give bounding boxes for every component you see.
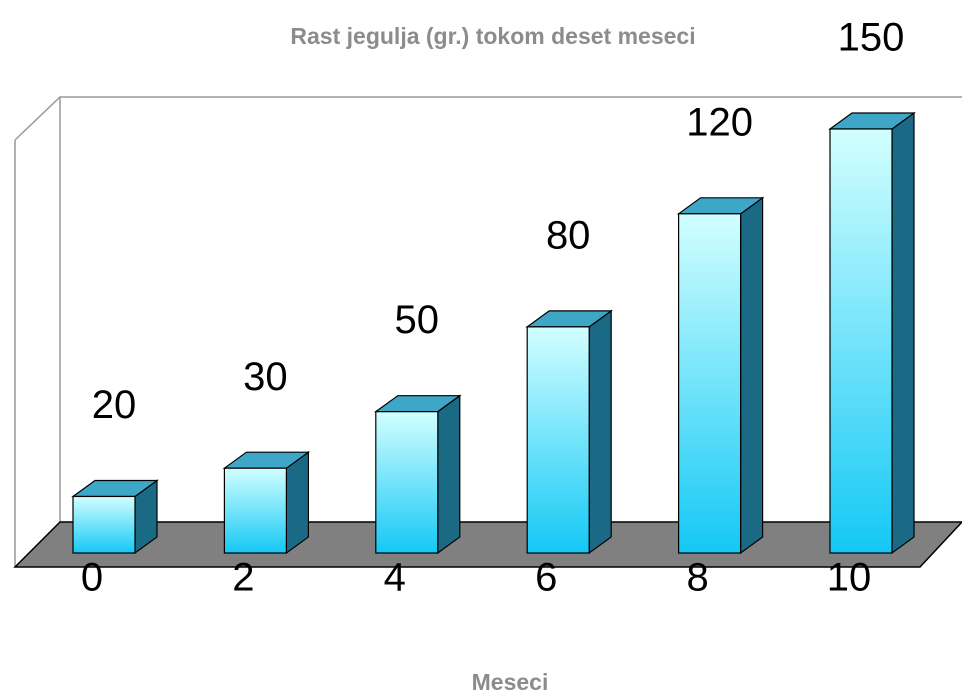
- value-label: 80: [546, 213, 591, 257]
- x-tick-label: 8: [686, 556, 708, 600]
- bar: [677, 213, 742, 554]
- value-label: 50: [395, 298, 440, 342]
- bar-side: [437, 394, 461, 555]
- chart-title: Rast jegulja (gr.) tokom deset meseci: [290, 23, 695, 49]
- value-label: 120: [686, 100, 753, 144]
- value-label: 30: [243, 355, 288, 399]
- bar: [72, 495, 136, 554]
- x-tick-label: 6: [535, 556, 557, 600]
- bar: [829, 128, 893, 554]
- bar: [526, 326, 590, 554]
- x-tick-label: 10: [827, 556, 872, 600]
- x-tick-label: 2: [232, 556, 254, 600]
- bar-side: [285, 451, 309, 555]
- bar-side: [891, 111, 915, 555]
- x-tick-label: 4: [384, 556, 406, 600]
- x-axis-label: Meseci: [472, 669, 549, 695]
- bar: [223, 467, 287, 554]
- value-label: 150: [838, 16, 905, 60]
- x-tick-label: 0: [81, 556, 103, 600]
- value-label: 20: [92, 383, 137, 427]
- bar-side: [588, 309, 612, 555]
- bar-side: [739, 196, 764, 555]
- bar: [375, 411, 439, 554]
